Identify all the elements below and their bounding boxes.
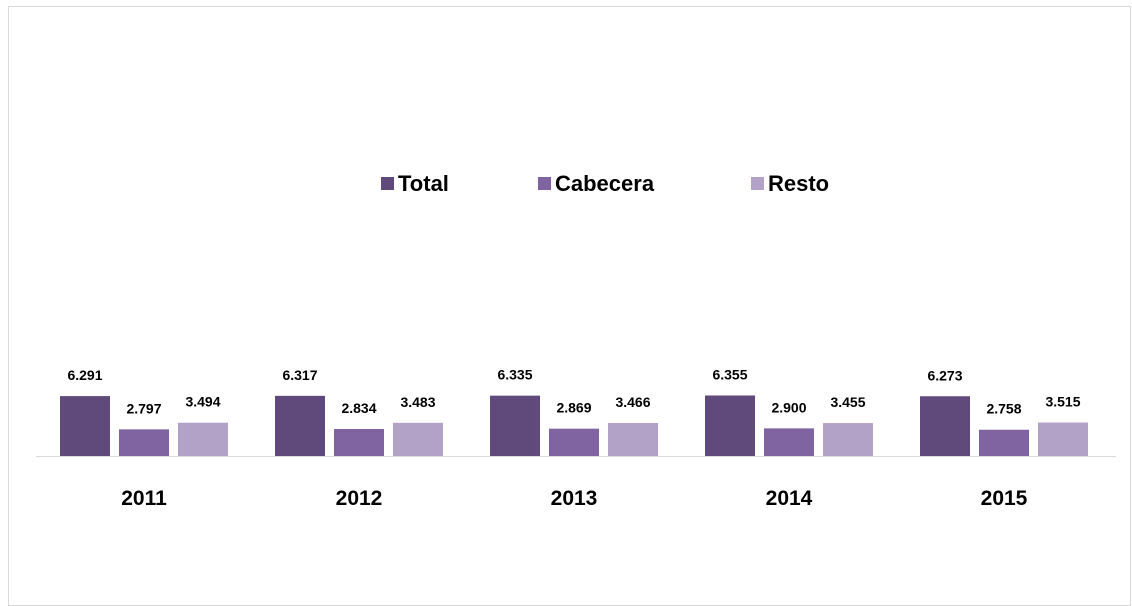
data-label-total-2013: 6.335: [497, 367, 532, 383]
chart-frame: [8, 6, 1131, 606]
bar-total-2014: [705, 395, 755, 456]
data-labels: 6.291 2.797 3.494 6.317 2.834 3.483 6.335 2.869…: [67, 366, 1080, 416]
bar-resto-2013: [608, 422, 658, 456]
bar-resto-2014: [823, 423, 873, 456]
data-label-resto-2013: 3.466: [615, 394, 650, 410]
bar-resto-2011: [178, 422, 228, 456]
legend: Total Cabecera Resto: [381, 171, 829, 196]
category-label-2011: 2011: [121, 487, 167, 510]
bar-cabecera-2012: [334, 429, 384, 456]
data-label-resto-2012: 3.483: [400, 394, 435, 410]
bar-total-2012: [275, 395, 325, 456]
bars: [60, 395, 1088, 456]
category-label-2012: 2012: [336, 487, 383, 510]
bar-resto-2015: [1038, 422, 1088, 456]
data-label-resto-2015: 3.515: [1045, 394, 1080, 410]
data-label-resto-2011: 3.494: [185, 394, 220, 410]
bar-cabecera-2011: [119, 429, 169, 456]
category-labels: 2011 2012 2013 2014 2015: [121, 487, 1027, 510]
bar-cabecera-2013: [549, 428, 599, 456]
data-label-cabecera-2015: 2.758: [986, 401, 1021, 417]
bar-resto-2012: [393, 422, 443, 456]
bar-cabecera-2015: [979, 429, 1029, 456]
data-label-cabecera-2014: 2.900: [771, 399, 806, 415]
legend-label-cabecera: Cabecera: [555, 171, 655, 196]
legend-swatch-cabecera: [538, 177, 551, 190]
data-label-cabecera-2012: 2.834: [341, 400, 376, 416]
legend-swatch-resto: [751, 177, 764, 190]
data-label-total-2011: 6.291: [67, 367, 102, 383]
data-label-total-2015: 6.273: [927, 367, 962, 383]
bar-total-2015: [920, 396, 970, 456]
legend-swatch-total: [381, 177, 394, 190]
bar-total-2011: [60, 396, 110, 456]
category-label-2015: 2015: [981, 487, 1028, 510]
category-label-2014: 2014: [766, 487, 813, 510]
legend-label-resto: Resto: [768, 171, 829, 196]
data-label-resto-2014: 3.455: [830, 394, 865, 410]
data-label-total-2012: 6.317: [282, 367, 317, 383]
category-label-2013: 2013: [551, 487, 598, 510]
data-label-cabecera-2011: 2.797: [126, 400, 161, 416]
data-label-cabecera-2013: 2.869: [556, 400, 591, 416]
bar-cabecera-2014: [764, 428, 814, 456]
bar-total-2013: [490, 395, 540, 456]
data-label-total-2014: 6.355: [712, 366, 747, 382]
legend-label-total: Total: [398, 171, 449, 196]
